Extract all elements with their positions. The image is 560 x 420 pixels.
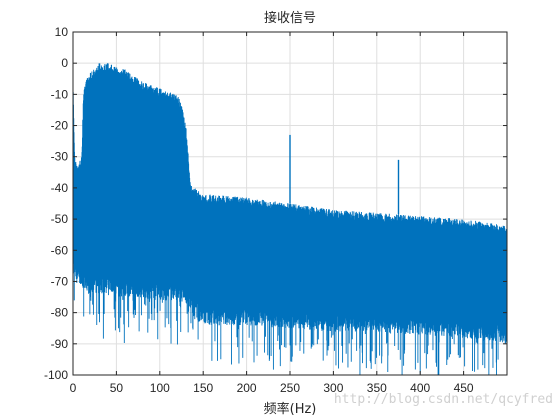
chart-title: 接收信号 xyxy=(264,10,316,26)
y-tick-label: 0 xyxy=(61,56,68,70)
y-tick-label: -30 xyxy=(51,150,69,164)
x-tick-label: 250 xyxy=(280,381,300,395)
x-axis-label: 频率(Hz) xyxy=(264,401,317,417)
y-tick-label: -90 xyxy=(51,337,69,351)
x-tick-labels: 0 50 100 150 200 250 300 350 400 450 xyxy=(70,381,474,395)
x-tick-label: 350 xyxy=(367,381,387,395)
y-tick-label: -70 xyxy=(51,274,69,288)
x-tick-label: 400 xyxy=(410,381,430,395)
y-tick-label: -50 xyxy=(51,212,69,226)
y-tick-label: -100 xyxy=(44,368,68,382)
x-tick-label: 150 xyxy=(193,381,213,395)
x-tick-label: 200 xyxy=(237,381,257,395)
watermark: http://blog.csdn.net/qcyfred xyxy=(334,392,553,407)
y-tick-label: -40 xyxy=(51,181,69,195)
y-tick-label: -10 xyxy=(51,87,69,101)
y-tick-labels: 10 0 -10 -20 -30 -40 -50 -60 -70 -80 -90 -100 xyxy=(44,25,68,382)
x-tick-label: 300 xyxy=(323,381,343,395)
x-tick-label: 0 xyxy=(70,381,77,395)
y-tick-label: 10 xyxy=(55,25,69,39)
x-tick-label: 50 xyxy=(110,381,124,395)
y-tick-label: -60 xyxy=(51,243,69,257)
x-tick-label: 100 xyxy=(150,381,170,395)
x-tick-label: 450 xyxy=(454,381,474,395)
tick-marks xyxy=(72,31,507,376)
y-tick-label: -20 xyxy=(51,119,69,133)
y-tick-label: -80 xyxy=(51,306,69,320)
